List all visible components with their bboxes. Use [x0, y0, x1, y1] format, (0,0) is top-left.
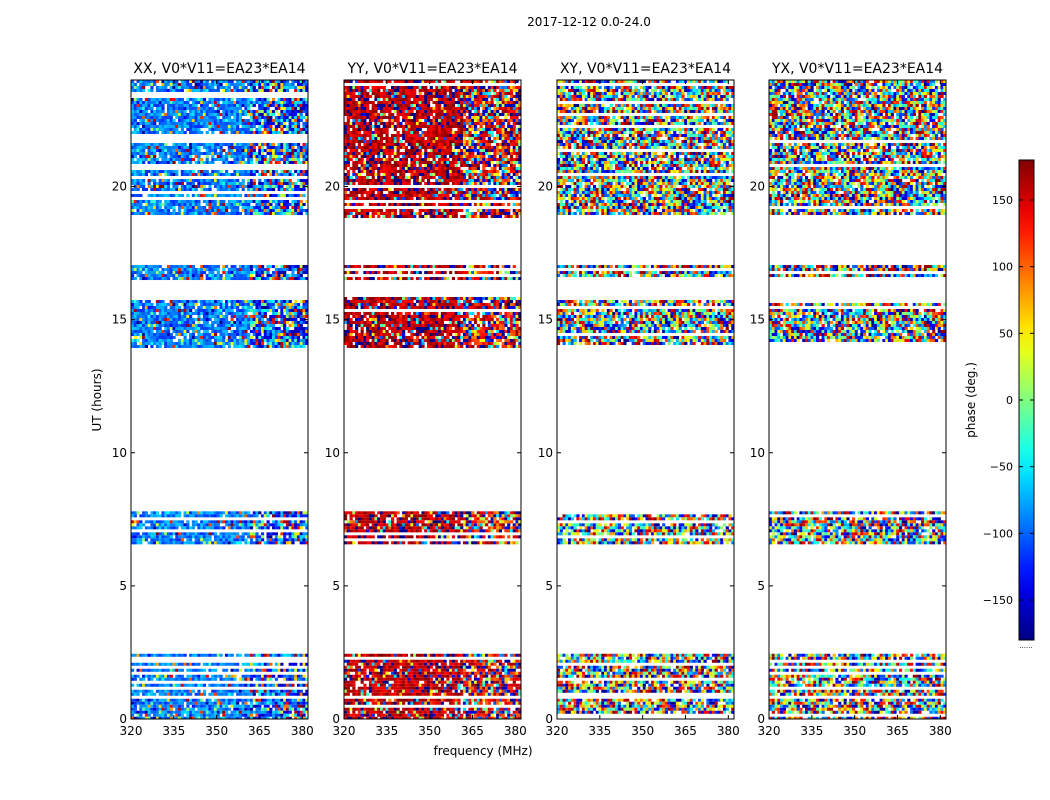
x-tick-label: 335	[800, 724, 823, 738]
panel-title: YX, V0*V11=EA23*EA14	[771, 61, 943, 77]
colorbar-extension-dots: ......	[1019, 642, 1032, 650]
y-tick-label: 15	[112, 313, 127, 327]
y-tick-label: 20	[538, 180, 553, 194]
y-tick-label: 15	[750, 313, 765, 327]
panel-xy: XY, V0*V11=EA23*EA14 0 5 10 15 20 320 335 350 365…	[538, 61, 740, 738]
x-tick-label: 365	[248, 724, 271, 738]
y-tick-label: 0	[757, 712, 765, 726]
y-tick-label: 0	[545, 712, 553, 726]
y-tick-label: 10	[325, 446, 340, 460]
colorbar-label: phase (deg.)	[964, 362, 978, 438]
y-tick-label: 10	[112, 446, 127, 460]
y-tick-label: 20	[750, 180, 765, 194]
panel-frame	[130, 79, 309, 720]
x-tick-label: 380	[291, 724, 314, 738]
colorbar-tick-label: 0	[1006, 394, 1013, 407]
y-tick-label: 5	[119, 579, 127, 593]
colorbar-tick-label: −150	[983, 594, 1013, 607]
y-tick-label: 10	[750, 446, 765, 460]
x-tick-label: 320	[120, 724, 143, 738]
heatmap-cells	[769, 80, 946, 719]
y-tick-label: 5	[332, 579, 340, 593]
x-tick-label: 365	[461, 724, 484, 738]
x-tick-label: 380	[929, 724, 952, 738]
x-tick-label: 350	[843, 724, 866, 738]
x-tick-label: 335	[375, 724, 398, 738]
colorbar: −150 −100 −50 0 50 100 150	[983, 159, 1035, 641]
colorbar-tick-label: 150	[992, 194, 1013, 207]
x-tick-label: 320	[758, 724, 781, 738]
panel-title: XX, V0*V11=EA23*EA14	[133, 61, 305, 77]
x-tick-label: 350	[631, 724, 654, 738]
panel-frame	[556, 79, 735, 720]
y-tick-label: 0	[119, 712, 127, 726]
x-tick-label: 320	[546, 724, 569, 738]
y-tick-label: 15	[325, 313, 340, 327]
y-axis-label: UT (hours)	[90, 368, 104, 431]
panel-title: YY, V0*V11=EA23*EA14	[346, 61, 517, 77]
x-tick-label: 350	[205, 724, 228, 738]
panel-frame	[343, 79, 522, 720]
x-tick-label: 365	[886, 724, 909, 738]
panel-yy: YY, V0*V11=EA23*EA14 0 5 10 15 20 320 335 350 365…	[325, 61, 527, 738]
colorbar-tick-label: −100	[983, 527, 1013, 540]
x-tick-label: 380	[504, 724, 527, 738]
y-tick-label: 20	[112, 180, 127, 194]
colorbar-tick-label: −50	[990, 461, 1013, 474]
x-tick-label: 335	[588, 724, 611, 738]
y-tick-label: 15	[538, 313, 553, 327]
x-tick-label: 320	[333, 724, 356, 738]
y-tick-label: 10	[538, 446, 553, 460]
y-tick-label: 0	[332, 712, 340, 726]
panel-yx: YX, V0*V11=EA23*EA14 0 5 10 15 20 320 335 350 365…	[750, 61, 952, 738]
x-tick-label: 365	[674, 724, 697, 738]
y-tick-label: 5	[545, 579, 553, 593]
y-tick-label: 20	[325, 180, 340, 194]
x-tick-label: 335	[162, 724, 185, 738]
panel-frame	[768, 79, 947, 720]
panel-title: XY, V0*V11=EA23*EA14	[560, 61, 731, 77]
x-axis-label: frequency (MHz)	[433, 744, 532, 758]
colorbar-tick-label: 100	[992, 261, 1013, 274]
colorbar-tick-label: 50	[999, 327, 1013, 340]
heatmap-cells	[557, 80, 734, 714]
x-tick-label: 380	[717, 724, 740, 738]
figure-title: 2017-12-12 0.0-24.0	[527, 15, 651, 29]
panel-group: XX, V0*V11=EA23*EA14 0 5 10 15 20 320 335 350 365…	[112, 61, 952, 738]
heatmap-cells	[131, 80, 308, 719]
x-tick-label: 350	[418, 724, 441, 738]
heatmap-cells	[344, 80, 521, 719]
y-tick-label: 5	[757, 579, 765, 593]
panel-xx: XX, V0*V11=EA23*EA14 0 5 10 15 20 320 335 350 365…	[112, 61, 314, 738]
